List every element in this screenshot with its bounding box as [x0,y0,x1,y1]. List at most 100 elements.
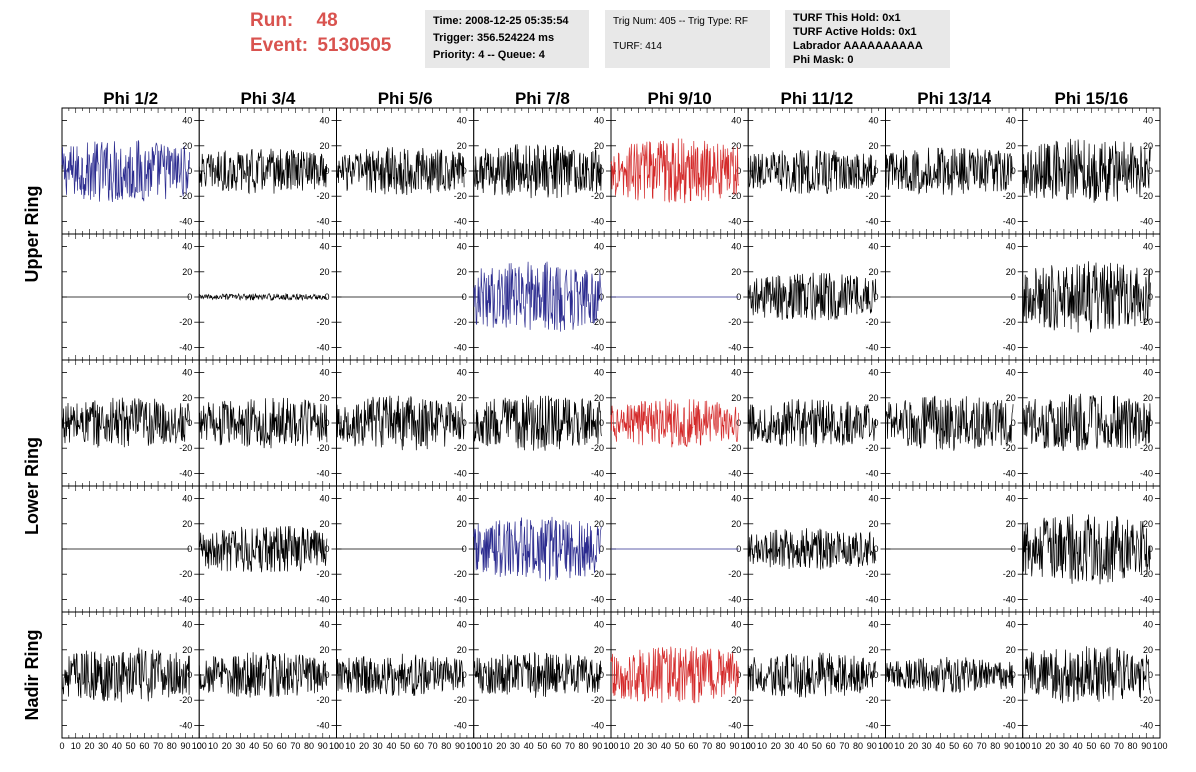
x-tick-label: 30 [1059,741,1069,751]
y-tick-label: 0 [187,292,192,302]
y-tick-label: -40 [179,342,192,352]
x-tick-label: 10 [757,741,767,751]
y-tick-label: -20 [1140,191,1153,201]
x-tick-label: 70 [702,741,712,751]
x-tick-label: 80 [304,741,314,751]
x-tick-label: 100 [1152,741,1167,751]
y-tick-label: 0 [599,544,604,554]
ring-title: Nadir Ring [22,629,42,720]
y-tick-label: -20 [591,695,604,705]
x-tick-label: 10 [894,741,904,751]
y-tick-label: -20 [865,191,878,201]
x-tick-label: 0 [1020,741,1025,751]
y-tick-label: -20 [179,317,192,327]
waveform-grid-chart: Phi 1/2 Phi 3/4 Phi 5/6 Phi 7/8 Phi 9/10 Phi … [22,89,1168,751]
x-tick-label: 60 [826,741,836,751]
waveform-trace [610,646,739,704]
y-tick-label: -40 [454,216,467,226]
phi-column-titles: Phi 1/2 Phi 3/4 Phi 5/6 Phi 7/8 Phi 9/10 Phi … [103,89,1128,108]
ring-title: Lower Ring [22,437,42,535]
y-tick-label: 40 [1143,242,1153,252]
y-tick-label: 20 [182,393,192,403]
y-tick-label: -40 [1140,216,1153,226]
x-tick-label: 0 [471,741,476,751]
y-tick-label: -20 [316,191,329,201]
y-tick-label: -20 [316,569,329,579]
column-title: Phi 15/16 [1055,89,1129,108]
x-tick-label: 40 [112,741,122,751]
y-tick-label: -20 [728,443,741,453]
y-tick-label: 40 [319,494,329,504]
y-tick-label: 20 [182,267,192,277]
y-tick-label: 20 [1143,267,1153,277]
x-tick-label: 0 [608,741,613,751]
panel-frame [747,233,886,361]
y-tick-label: 0 [873,670,878,680]
y-tick-label: -40 [728,720,741,730]
column-title: Phi 5/6 [378,89,433,108]
x-tick-label: 60 [139,741,149,751]
y-tick-label: 40 [319,368,329,378]
y-tick-label: 0 [324,292,329,302]
waveform-trace [747,149,877,195]
y-tick-label: -20 [865,695,878,705]
y-tick-label: -40 [1003,468,1016,478]
waveform-trace [885,147,1014,196]
x-tick-label: 100 [1015,741,1030,751]
y-tick-label: 0 [187,166,192,176]
y-tick-label: 40 [868,620,878,630]
x-tick-label: 70 [1114,741,1124,751]
y-tick-label: 0 [873,544,878,554]
column-title: Phi 3/4 [240,89,295,108]
y-tick-label: -20 [865,569,878,579]
y-tick-label: 0 [324,418,329,428]
turf-status-box: TURF This Hold: 0x1 TURF Active Holds: 0… [785,10,950,68]
y-tick-label: -40 [1140,720,1153,730]
y-tick-label: 20 [594,519,604,529]
y-tick-label: 0 [599,670,604,680]
y-tick-label: 40 [731,116,741,126]
waveform-trace [748,272,877,321]
x-tick-label: 20 [908,741,918,751]
y-tick-label: -40 [316,468,329,478]
y-tick-label: -40 [1003,594,1016,604]
x-tick-label: 90 [181,741,191,751]
turf-active-holds-text: TURF Active Holds: 0x1 [793,26,917,38]
y-tick-label: -40 [454,594,467,604]
y-tick-label: -40 [865,342,878,352]
x-tick-label: 10 [620,741,630,751]
y-tick-label: 20 [319,519,329,529]
y-tick-label: 20 [1006,141,1016,151]
y-tick-label: 20 [868,519,878,529]
y-tick-label: 0 [187,544,192,554]
y-tick-label: 40 [457,620,467,630]
turf-text: TURF: 414 [613,41,662,52]
x-tick-label: 70 [839,741,849,751]
y-tick-label: 40 [1143,368,1153,378]
y-tick-label: 0 [736,166,741,176]
y-tick-label: -20 [591,191,604,201]
y-tick-label: 20 [457,645,467,655]
y-tick-label: 40 [594,242,604,252]
y-tick-label: 40 [319,116,329,126]
labrador-text: Labrador AAAAAAAAAA [793,40,923,52]
x-tick-label: 70 [153,741,163,751]
y-tick-label: 40 [319,242,329,252]
y-tick-label: 40 [457,494,467,504]
y-tick-label: 40 [594,494,604,504]
x-tick-label: 20 [771,741,781,751]
y-tick-label: 0 [1011,292,1016,302]
